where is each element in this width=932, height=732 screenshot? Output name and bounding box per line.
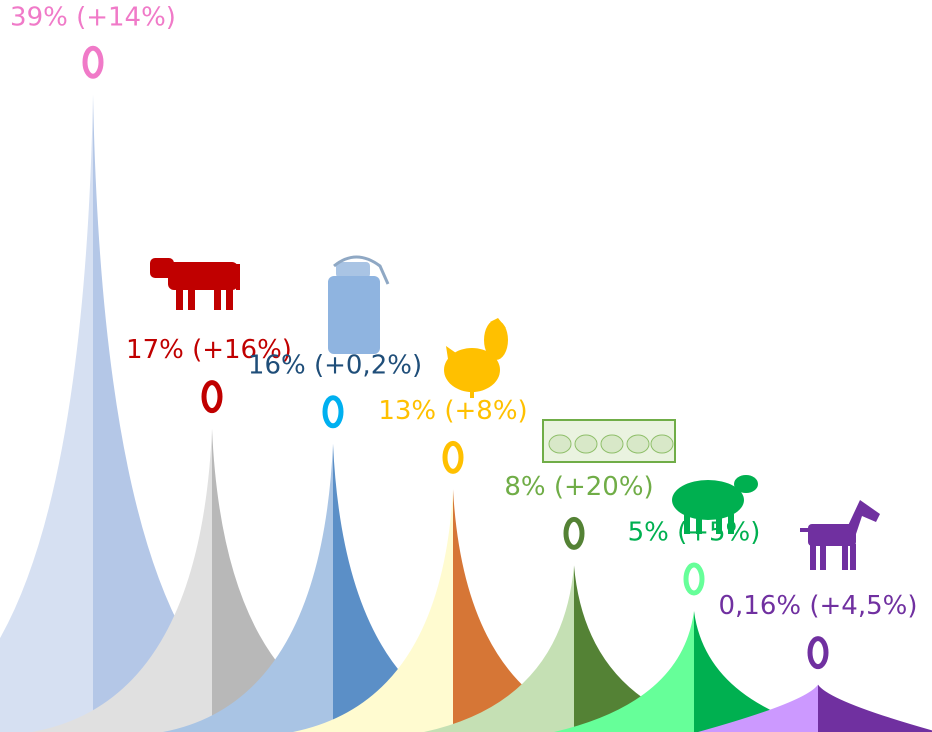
ring-marker (325, 398, 341, 426)
peak-left (0, 94, 93, 732)
value-label: 0,16% (+4,5%) (719, 591, 918, 621)
value-label: 13% (+8%) (378, 396, 527, 426)
value-label: 16% (+0,2%) (248, 350, 422, 380)
ring-marker (810, 639, 826, 667)
horse-icon (800, 500, 880, 570)
value-label: 39% (+14%) (10, 3, 176, 33)
ring-marker (204, 383, 220, 411)
milk-can-icon (328, 257, 388, 354)
egg-carton-icon (543, 420, 675, 462)
chicken-icon (444, 318, 508, 398)
ring-marker (686, 565, 702, 593)
ring-marker (445, 443, 461, 471)
value-label: 8% (+20%) (504, 472, 653, 502)
cow-icon (150, 258, 240, 310)
ring-marker (566, 519, 582, 547)
value-label: 5% (+5%) (628, 518, 761, 548)
peak-right (818, 685, 932, 732)
ring-marker (85, 48, 101, 76)
